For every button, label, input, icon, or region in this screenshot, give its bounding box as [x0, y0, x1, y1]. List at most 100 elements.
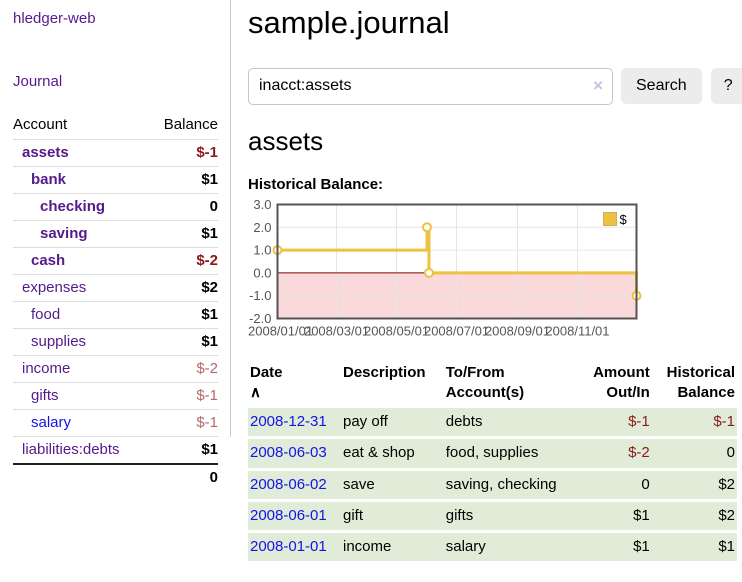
svg-text:2008/09/01: 2008/09/01	[485, 323, 550, 338]
transaction-balance: $-1	[651, 408, 737, 437]
historical-balance-chart: 3.0 2.0 1.0 0.0 -1.0 -2.0 2008/01/01 2008/03/01…	[248, 200, 742, 346]
help-button[interactable]: ?	[710, 68, 742, 105]
account-balance: $-2	[196, 252, 218, 269]
account-link[interactable]: saving	[40, 225, 88, 242]
svg-text:2008/11/01: 2008/11/01	[545, 323, 609, 338]
transaction-accounts: gifts	[443, 501, 574, 531]
account-link[interactable]: cash	[31, 252, 66, 269]
svg-text:$: $	[620, 212, 628, 227]
transaction-amount: $-1	[573, 408, 652, 437]
account-balance: $1	[201, 441, 218, 458]
account-row: expenses $2	[13, 274, 218, 302]
column-amount-outin: Amount Out/In	[593, 363, 650, 401]
column-historical-balance: Historical Balance	[666, 363, 735, 401]
account-link[interactable]: checking	[40, 198, 106, 215]
account-balance: 0	[209, 198, 218, 215]
accounts-total-row: 0	[13, 464, 218, 490]
transaction-row[interactable]: 2008-06-02 save saving, checking 0 $2	[248, 470, 737, 499]
transaction-date-link[interactable]: 2008-01-01	[250, 538, 327, 556]
transaction-date-link[interactable]: 2008-06-01	[250, 506, 327, 524]
account-title: assets	[248, 125, 324, 156]
account-balance: $1	[201, 333, 218, 350]
accounts-column-account: Account	[13, 116, 68, 133]
transaction-balance: $1	[651, 533, 737, 562]
clear-search-icon[interactable]: ×	[593, 76, 603, 96]
chart-title: Historical Balance:	[248, 175, 384, 193]
account-link[interactable]: food	[31, 306, 61, 323]
account-row: checking 0	[13, 193, 218, 221]
transaction-accounts: debts	[443, 408, 574, 437]
transaction-accounts: food, supplies	[443, 439, 574, 468]
sidebar: hledger-web Journal Account Balance asse…	[0, 0, 231, 486]
transaction-row[interactable]: 2008-01-01 income salary $1 $1	[248, 533, 737, 562]
account-link[interactable]: liabilities:debts	[22, 441, 120, 458]
transaction-date-link[interactable]: 2008-06-02	[250, 475, 327, 493]
account-row: cash $-2	[13, 247, 218, 275]
transaction-description: gift	[341, 501, 444, 531]
account-row: bank $1	[13, 166, 218, 194]
column-date[interactable]: Date	[250, 363, 283, 381]
account-row: gifts $-1	[13, 382, 218, 410]
account-link[interactable]: income	[22, 360, 71, 377]
svg-text:0.0: 0.0	[253, 265, 271, 280]
search-input[interactable]	[248, 67, 613, 105]
account-balance: $-1	[196, 414, 218, 431]
main-content: sample.journal × Search ? assets Histori…	[248, 0, 742, 564]
account-row: food $1	[13, 301, 218, 329]
transaction-description: eat & shop	[341, 439, 444, 468]
transaction-amount: $1	[573, 501, 652, 531]
account-link[interactable]: gifts	[31, 387, 59, 404]
transaction-accounts: saving, checking	[443, 470, 574, 499]
account-balance: $1	[201, 306, 218, 323]
account-row: income $-2	[13, 355, 218, 383]
svg-text:2008/03/01: 2008/03/01	[304, 323, 369, 338]
search-form: × Search ?	[248, 67, 742, 105]
transaction-date-link[interactable]: 2008-06-03	[250, 444, 327, 462]
account-row: salary $-1	[13, 409, 218, 437]
transaction-balance: 0	[651, 439, 737, 468]
transaction-description: save	[341, 470, 444, 499]
account-row: saving $1	[13, 220, 218, 248]
transaction-balance: $2	[651, 470, 737, 499]
page-title: sample.journal	[248, 5, 450, 40]
account-link[interactable]: bank	[31, 171, 67, 188]
sort-asc-icon[interactable]: ∧	[250, 383, 261, 401]
accounts-table: Account Balance assets $-1 bank $1 check…	[13, 111, 218, 490]
accounts-total-balance: 0	[209, 469, 218, 486]
transaction-row[interactable]: 2008-06-01 gift gifts $1 $2	[248, 501, 737, 531]
account-link[interactable]: assets	[22, 144, 69, 161]
svg-text:-2.0: -2.0	[249, 311, 271, 326]
transaction-row[interactable]: 2008-06-03 eat & shop food, supplies $-2…	[248, 439, 737, 468]
account-link[interactable]: expenses	[22, 279, 87, 296]
transaction-amount: $-2	[573, 439, 652, 468]
account-link[interactable]: supplies	[31, 333, 87, 350]
column-description: Description	[343, 363, 426, 381]
svg-text:-1.0: -1.0	[249, 288, 271, 303]
svg-text:2008/05/01: 2008/05/01	[364, 323, 429, 338]
account-balance: $-1	[196, 387, 218, 404]
account-row: assets $-1	[13, 139, 218, 167]
account-link[interactable]: salary	[31, 414, 72, 431]
transaction-accounts: salary	[443, 533, 574, 562]
svg-text:3.0: 3.0	[253, 200, 271, 212]
register-table: Date ∧ Description To/From Account(s) Am…	[248, 358, 737, 565]
transaction-description: income	[341, 533, 444, 562]
account-balance: $-1	[196, 144, 218, 161]
column-tofrom-accounts: To/From Account(s)	[445, 363, 525, 401]
svg-text:2008/07/01: 2008/07/01	[424, 323, 489, 338]
transaction-amount: $1	[573, 533, 652, 562]
accounts-column-balance: Balance	[163, 116, 218, 133]
transaction-balance: $2	[651, 501, 737, 531]
account-balance: $1	[201, 225, 218, 242]
transaction-row[interactable]: 2008-12-31 pay off debts $-1 $-1	[248, 408, 737, 437]
account-balance: $2	[201, 279, 218, 296]
svg-text:2.0: 2.0	[253, 219, 271, 234]
app-brand-link[interactable]: hledger-web	[13, 10, 96, 27]
transaction-description: pay off	[341, 408, 444, 437]
nav-journal-link[interactable]: Journal	[13, 73, 63, 90]
account-row: liabilities:debts $1	[13, 436, 218, 465]
svg-text:2008/01/01: 2008/01/01	[248, 323, 313, 338]
transaction-amount: 0	[573, 470, 652, 499]
transaction-date-link[interactable]: 2008-12-31	[250, 413, 327, 431]
search-button[interactable]: Search	[621, 68, 702, 105]
